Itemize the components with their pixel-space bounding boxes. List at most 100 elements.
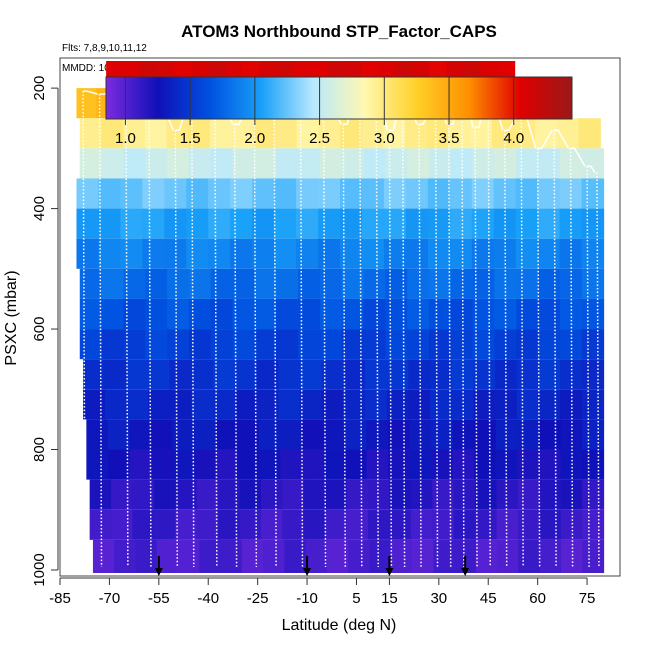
arrow-head xyxy=(303,568,312,576)
heatmap-cell xyxy=(363,298,386,330)
heatmap-cell xyxy=(389,479,412,510)
heatmap-cell xyxy=(474,419,497,450)
colorbar-tick-label: 1.5 xyxy=(180,130,201,147)
heatmap-cell xyxy=(101,118,124,149)
x-tick-label: -25 xyxy=(247,590,269,607)
heatmap-cell xyxy=(494,268,517,299)
x-tick-label: 30 xyxy=(430,590,447,607)
heatmap-cell xyxy=(145,329,168,360)
heatmap-cell xyxy=(582,509,605,540)
heatmap-cell xyxy=(496,509,519,540)
heatmap-cell xyxy=(516,329,539,360)
heatmap-cell xyxy=(407,298,430,330)
heatmap-cell xyxy=(188,329,212,360)
heatmap-cell xyxy=(153,509,176,540)
heatmap-cell xyxy=(471,178,495,209)
heatmap-cell xyxy=(449,208,473,239)
heatmap-cell xyxy=(98,178,121,209)
heatmap-cell xyxy=(410,479,433,510)
heatmap-cell xyxy=(172,449,195,480)
heatmap-cell xyxy=(230,238,253,269)
heatmap-cell xyxy=(427,238,451,269)
heatmap-cell xyxy=(215,419,238,450)
heatmap-cell xyxy=(452,449,475,480)
heatmap-cell xyxy=(472,329,496,360)
heatmap-cell xyxy=(175,509,198,540)
heatmap-cell xyxy=(491,118,515,149)
heatmap-cell xyxy=(218,509,241,540)
heatmap-cell xyxy=(450,298,474,330)
heatmap-cell xyxy=(142,238,165,269)
heatmap-cell xyxy=(260,479,283,510)
heatmap-cell xyxy=(385,329,408,360)
profile-descent xyxy=(299,82,304,567)
heatmap-cell xyxy=(213,389,236,420)
heatmap-cell xyxy=(210,148,234,179)
profile-descent xyxy=(375,97,379,567)
heatmap-cell xyxy=(364,359,388,390)
heatmap-cell xyxy=(151,419,174,450)
heatmap-cell xyxy=(581,359,605,390)
plot-frame xyxy=(59,57,621,577)
heatmap-cell xyxy=(209,118,233,149)
heatmap-cell xyxy=(79,298,103,330)
heatmap-cell xyxy=(298,148,321,179)
y-axis-label: PSXC (mbar) xyxy=(3,270,20,365)
heatmap-cell xyxy=(340,208,363,239)
heatmap-cell xyxy=(453,479,476,510)
heatmap-cell xyxy=(473,359,496,390)
heatmap-cell xyxy=(253,118,276,149)
heatmap-cell xyxy=(581,329,605,360)
heatmap-cell xyxy=(515,178,539,209)
arrow-head xyxy=(154,568,163,576)
profile-descent xyxy=(148,82,152,567)
heatmap-cell xyxy=(517,509,540,540)
heatmap-cell xyxy=(409,419,432,450)
heatmap-cell xyxy=(282,479,305,510)
profile-descent xyxy=(503,130,508,567)
arrow-head xyxy=(461,568,470,576)
y-tick-label: 800 xyxy=(31,437,48,462)
colorbar xyxy=(105,76,573,120)
heatmap-cell xyxy=(581,449,605,480)
heatmap-cell xyxy=(450,148,474,179)
heatmap-cell xyxy=(76,178,100,209)
heatmap-cell xyxy=(194,449,217,480)
heatmap-cell xyxy=(472,148,496,179)
heatmap-cell xyxy=(386,359,409,390)
heatmap-cell xyxy=(123,118,146,149)
heatmap-cell xyxy=(560,359,583,390)
profile-descent xyxy=(174,130,179,567)
heatmap-cell xyxy=(186,208,209,239)
heatmap-cell xyxy=(274,238,297,269)
heatmap-cell xyxy=(92,539,115,573)
profile-descent xyxy=(125,91,129,567)
profile-descent xyxy=(401,100,406,567)
heatmap-cell xyxy=(383,238,407,269)
heatmap-cell xyxy=(559,268,583,299)
heatmap-cell xyxy=(186,238,209,269)
heatmap-cell xyxy=(274,118,298,149)
heatmap-cell xyxy=(208,208,231,239)
x-tick-label: 75 xyxy=(579,590,596,607)
heatmap-cell xyxy=(298,329,321,360)
heatmap-cell xyxy=(301,419,324,450)
heatmap-cell xyxy=(199,539,222,573)
heatmap-cell xyxy=(369,539,392,573)
heatmap-cell xyxy=(252,178,275,209)
heatmap-cell xyxy=(256,359,279,390)
heatmap-cell xyxy=(142,208,165,239)
profile-segment xyxy=(587,165,596,173)
heatmap-cell xyxy=(581,389,605,420)
profile-descent xyxy=(388,130,393,567)
heatmap-cell xyxy=(239,479,262,510)
heatmap-cell xyxy=(145,268,168,299)
heatmap-cell xyxy=(470,118,493,149)
heatmap-cell xyxy=(167,268,190,299)
heatmap-cell xyxy=(145,148,168,179)
heatmap-cell xyxy=(560,479,583,510)
heatmap-cell xyxy=(428,268,452,299)
heatmap-cell xyxy=(254,298,277,330)
x-tick-label: -70 xyxy=(99,590,121,607)
heatmap-cell xyxy=(538,148,561,179)
